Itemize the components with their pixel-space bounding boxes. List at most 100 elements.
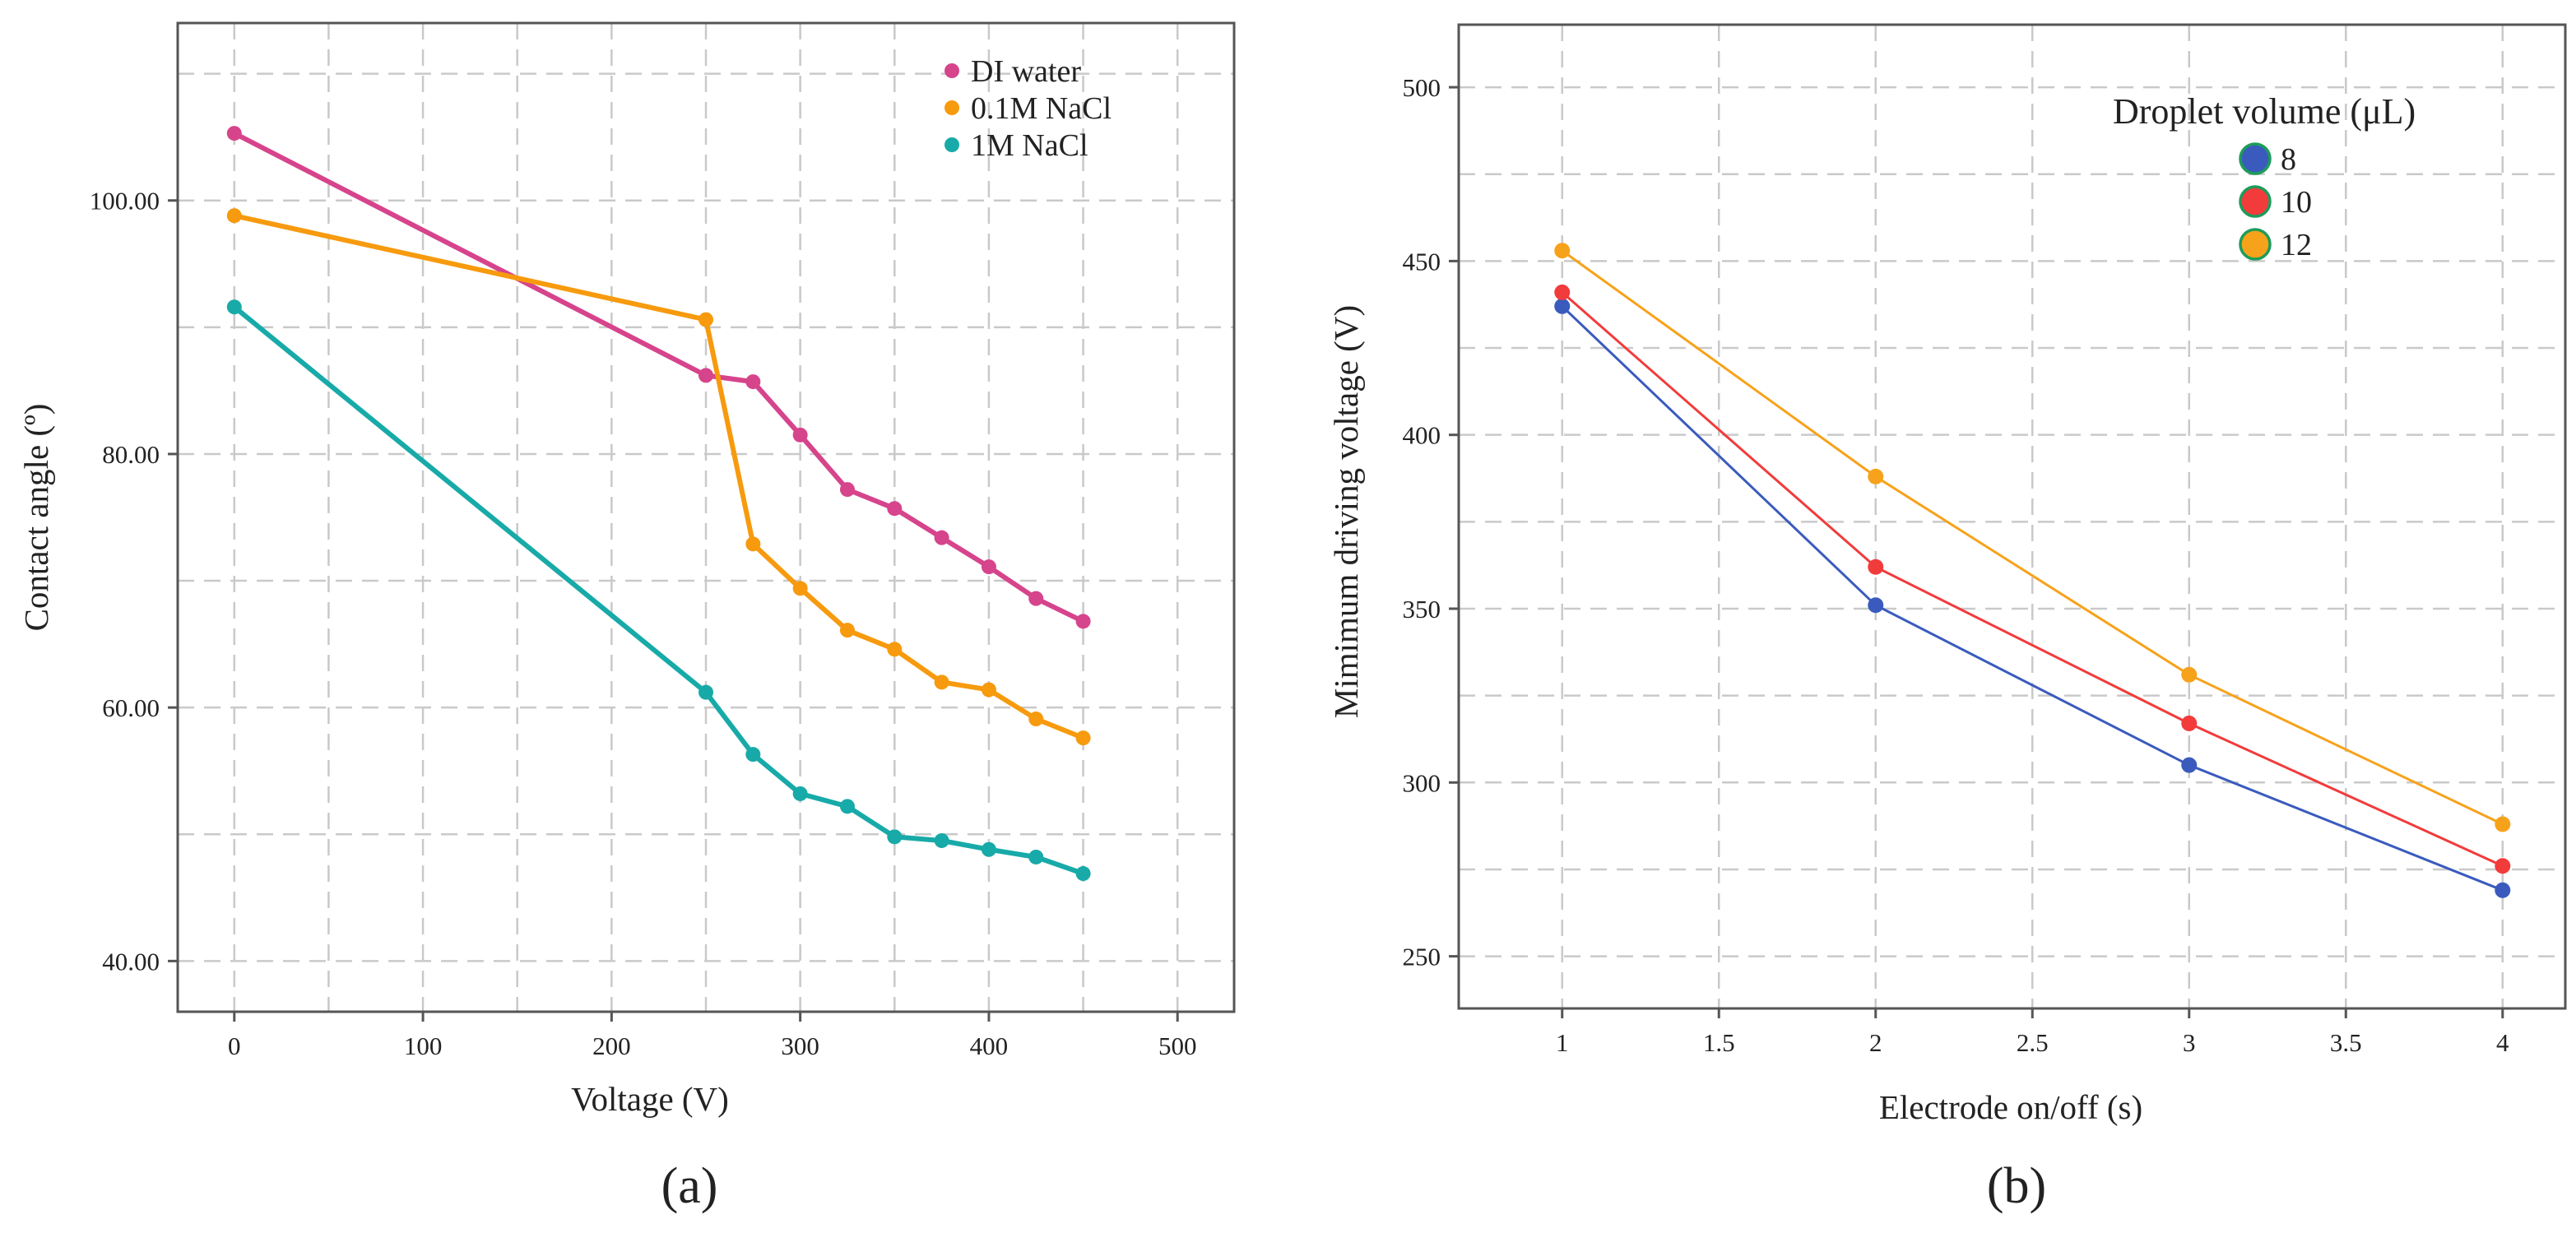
y-tick-label: 250 [1403, 943, 1441, 971]
y-tick-label: 500 [1403, 73, 1441, 102]
chart-a-grid [178, 23, 1234, 1012]
data-point [981, 682, 996, 698]
series-line-1 [1561, 304, 2504, 892]
legend-marker-2 [2239, 185, 2272, 218]
x-tick-label: 300 [781, 1031, 819, 1060]
data-point [1075, 866, 1091, 882]
y-tick-label: 450 [1403, 247, 1441, 276]
y-tick-label: 80.00 [102, 440, 160, 469]
x-tick-label: 3.5 [2330, 1028, 2362, 1057]
legend-label-2: 10 [2281, 185, 2312, 220]
chart-b-points [1554, 243, 2511, 898]
chart-a-frame [176, 21, 1236, 1013]
data-point [1868, 559, 1884, 575]
data-point [2181, 715, 2198, 731]
y-tick-label: 100.00 [90, 187, 160, 216]
legend-label-3: 1M NaCl [971, 128, 1088, 163]
data-point [792, 786, 808, 801]
chart-b-lines [1561, 249, 2504, 892]
legend-marker-3 [2239, 228, 2272, 261]
data-point [1028, 712, 1044, 727]
data-point [887, 642, 903, 657]
data-point [1868, 597, 1884, 614]
data-point [2495, 858, 2511, 874]
data-point [699, 368, 713, 383]
series-line-2 [1561, 290, 2504, 868]
y-tick-label: 60.00 [102, 693, 160, 722]
legend-marker-1 [2239, 142, 2272, 175]
series-line-3 [1561, 249, 2504, 826]
legend-label-2: 0.1M NaCl [971, 91, 1112, 126]
chart-b-grid [1459, 25, 2565, 1008]
data-point [2181, 666, 2198, 683]
legend-marker-3 [945, 137, 959, 152]
data-point [839, 799, 855, 814]
data-point [1028, 591, 1044, 606]
chart-a-ylabel: Contact angle (º) [17, 404, 55, 632]
chart-b-xlabel: Electrode on/off (s) [1879, 1088, 2142, 1126]
y-tick-label: 300 [1403, 768, 1441, 797]
data-point [1554, 284, 1571, 300]
chart-b-frame [1457, 23, 2567, 1010]
y-tick-label: 400 [1403, 421, 1441, 450]
legend-marker-2 [945, 100, 959, 115]
x-tick-label: 4 [2496, 1028, 2509, 1057]
x-tick-label: 0 [228, 1031, 241, 1060]
x-tick-label: 200 [592, 1031, 631, 1060]
y-tick-label: 40.00 [102, 947, 160, 976]
data-point [1554, 243, 1571, 259]
chart-a-points [226, 126, 1091, 882]
y-tick-label: 350 [1403, 595, 1441, 623]
data-point [2181, 757, 2198, 773]
data-point [1075, 614, 1091, 629]
series-line-1 [231, 131, 1086, 624]
data-point [2495, 816, 2511, 832]
x-tick-label: 2.5 [2017, 1028, 2049, 1057]
x-tick-label: 2 [1869, 1028, 1882, 1057]
data-point [934, 674, 949, 690]
data-point [792, 427, 808, 443]
series-line-3 [231, 304, 1086, 876]
data-point [1868, 468, 1884, 484]
data-point [839, 623, 855, 638]
x-tick-label: 500 [1158, 1031, 1197, 1060]
data-point [745, 536, 761, 552]
x-tick-label: 1.5 [1703, 1028, 1735, 1057]
data-point [792, 581, 808, 596]
x-tick-label: 100 [404, 1031, 443, 1060]
chart-a-panel-label: (a) [661, 1158, 718, 1214]
data-point [226, 126, 242, 141]
chart-b-ticks: 1 1.5 2 2.5 3 3.5 4 250 300 350 400 450 500 [1403, 73, 2510, 1057]
x-tick-label: 3 [2183, 1028, 2196, 1057]
chart-a: 0 100 200 300 400 500 40.00 60.00 80.00 100.00 DI… [17, 21, 1236, 1214]
data-point [887, 501, 903, 517]
chart-b-panel-label: (b) [1987, 1158, 2046, 1214]
data-point [1028, 849, 1044, 864]
chart-a-lines [231, 131, 1086, 876]
data-point [2495, 882, 2511, 898]
data-point [699, 312, 713, 327]
legend-label-1: 8 [2281, 142, 2296, 177]
series-line-2 [231, 213, 1086, 741]
chart-a-xlabel: Voltage (V) [571, 1080, 729, 1118]
data-point [981, 559, 996, 575]
data-point [745, 374, 761, 390]
x-tick-label: 1 [1556, 1028, 1569, 1057]
chart-b-legend-title: Droplet volume (μL) [2113, 91, 2416, 132]
legend-label-1: DI water [971, 54, 1081, 89]
chart-b-ylabel: Mimimum driving voltage (V) [1327, 305, 1365, 718]
data-point [887, 829, 903, 845]
data-point [1554, 298, 1571, 314]
x-tick-label: 400 [970, 1031, 1009, 1060]
data-point [839, 482, 855, 498]
chart-a-ticks: 0 100 200 300 400 500 40.00 60.00 80.00 100.00 [90, 187, 1197, 1060]
data-point [699, 684, 713, 700]
data-point [1075, 730, 1091, 746]
data-point [981, 841, 996, 857]
data-point [934, 530, 949, 545]
data-point [745, 747, 761, 763]
chart-b: 1 1.5 2 2.5 3 3.5 4 250 300 350 400 450 500 Droplet … [1327, 23, 2567, 1214]
data-point [934, 832, 949, 848]
